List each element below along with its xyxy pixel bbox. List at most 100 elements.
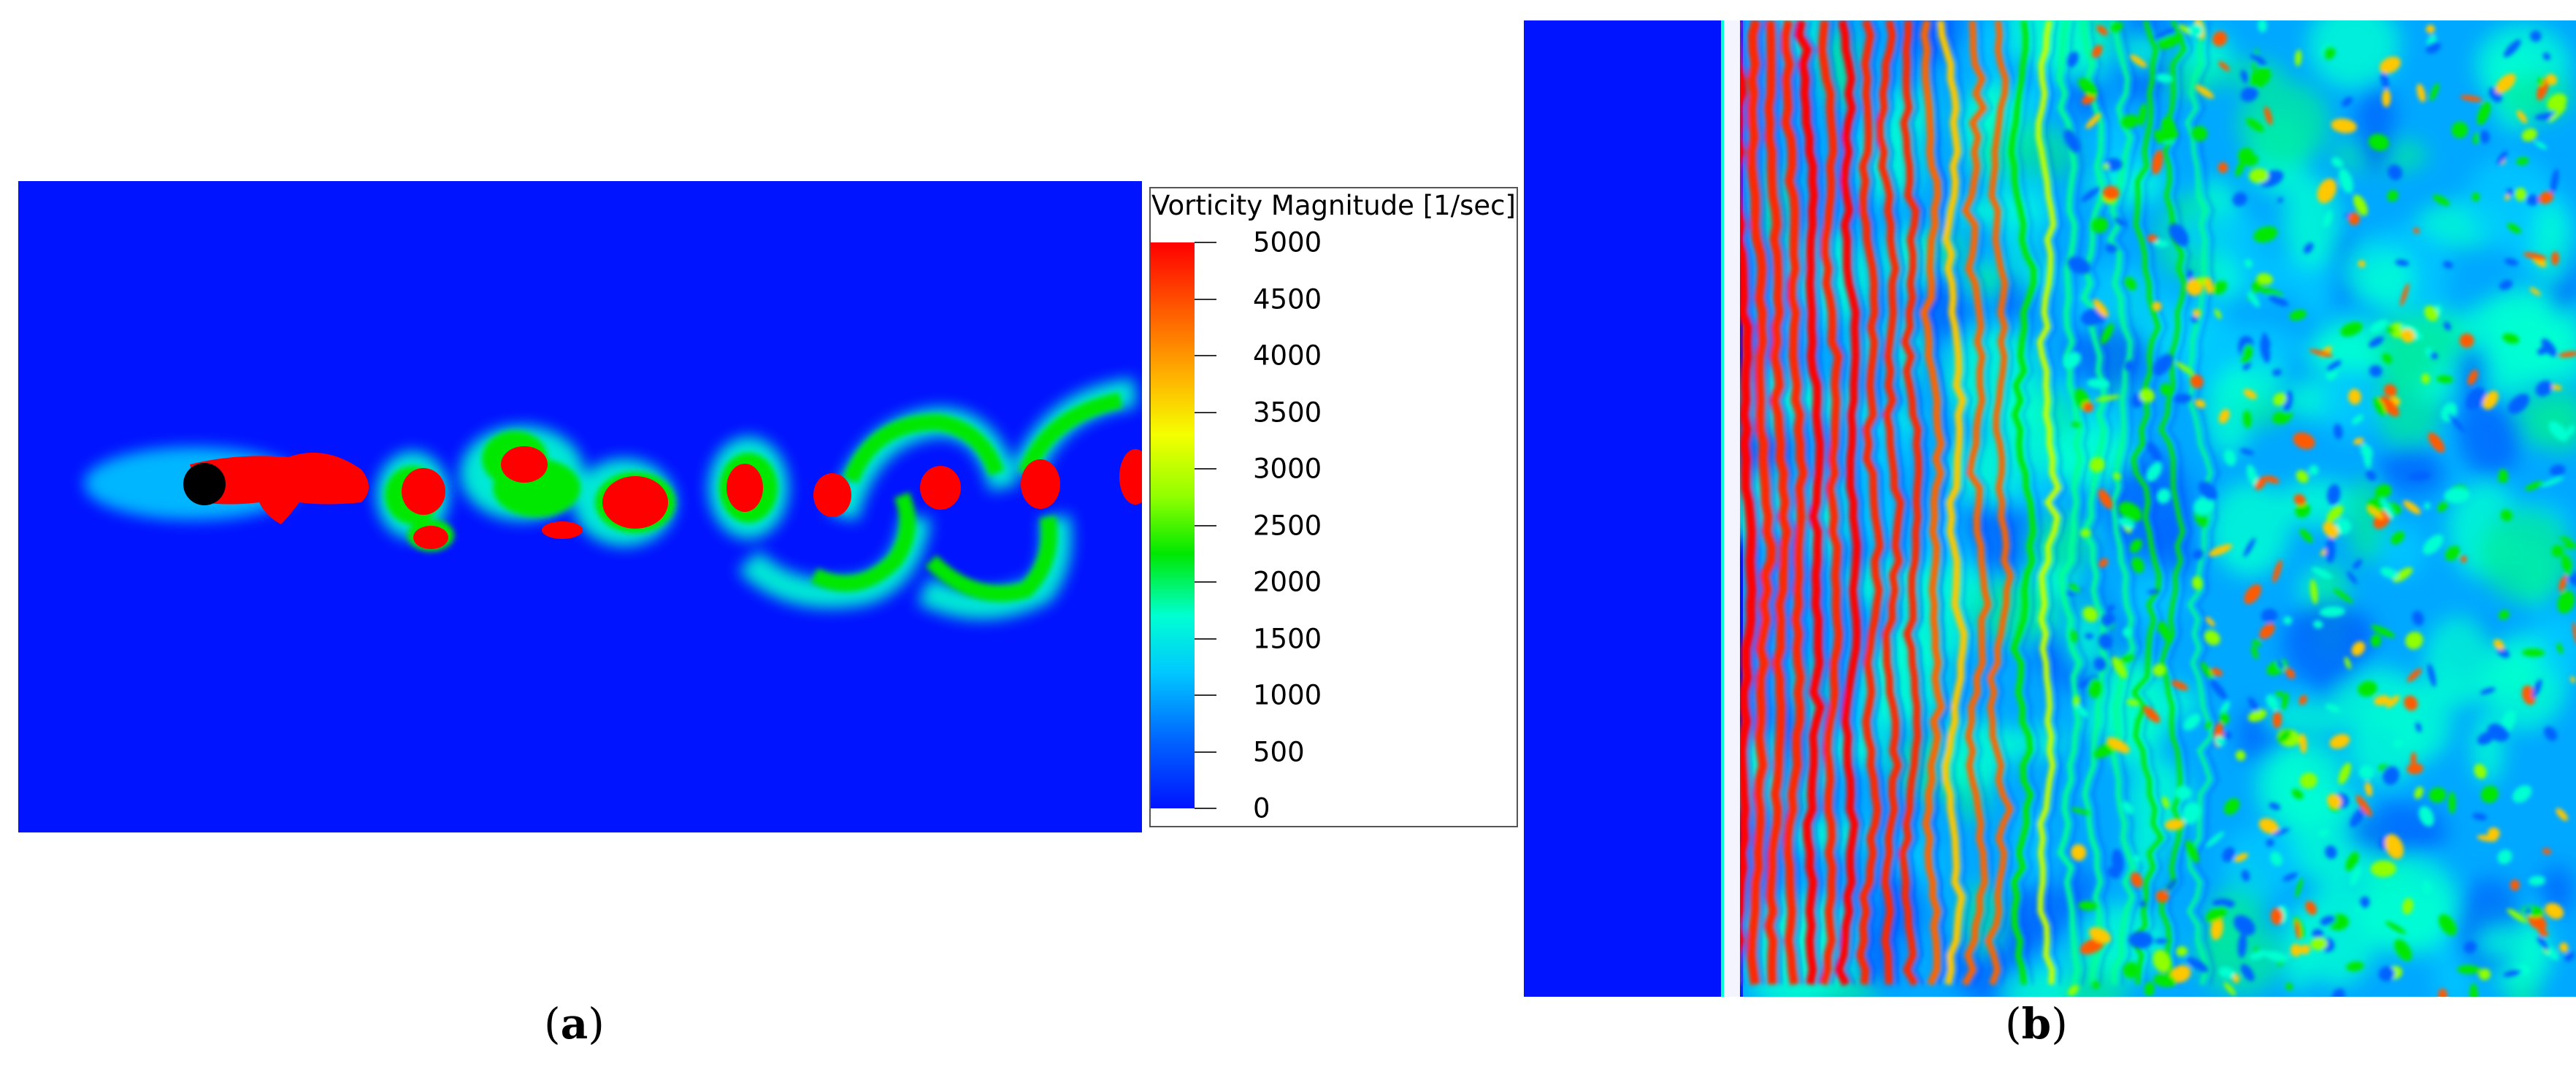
turbulence-spot	[2121, 801, 2134, 814]
turbulence-spot	[2312, 928, 2324, 939]
shock-band	[1876, 20, 1905, 985]
turbulence-spot	[2277, 659, 2284, 670]
turbulence-spot	[2414, 786, 2423, 800]
turbulence-blob	[2320, 367, 2378, 440]
colorbar-tick	[1195, 468, 1216, 470]
turbulence-spot	[2426, 24, 2435, 34]
turbulence-spot	[2240, 69, 2249, 84]
turbulence-spot	[2295, 920, 2301, 940]
turbulence-spot	[2374, 695, 2391, 706]
turbulence-spot	[2093, 657, 2107, 671]
turbulence-spot	[2073, 695, 2080, 707]
turbulence-spot	[2153, 664, 2166, 677]
turbulence-spot	[2295, 502, 2311, 518]
turbulence-spot	[2285, 982, 2293, 991]
turbulence-spot	[2300, 944, 2311, 954]
turbulence-spot	[2438, 914, 2457, 936]
turbulence-spot	[2353, 194, 2368, 216]
turbulence-spot	[2169, 223, 2189, 247]
turbulence-spot	[2529, 287, 2541, 296]
turbulence-spot	[2493, 639, 2504, 651]
turbulence-spot	[2130, 872, 2143, 888]
turbulence-spot	[2247, 291, 2261, 308]
turbulence-spot	[2380, 396, 2399, 417]
turbulence-spot	[2112, 656, 2128, 679]
turbulence-spot	[2105, 244, 2117, 253]
colorbar-tick-label: 2000	[1253, 566, 1322, 598]
turbulence-spot	[2205, 905, 2228, 922]
colorbar-tick-label: 500	[1253, 736, 1305, 767]
turbulence-spot	[2512, 785, 2532, 803]
turbulence-spot	[2075, 705, 2089, 718]
turbulence-spot	[2516, 157, 2529, 166]
turbulence-spot	[2211, 667, 2223, 676]
turbulence-spot	[2153, 973, 2177, 987]
shock-gap	[2066, 20, 2090, 985]
turbulence-spot	[2444, 487, 2470, 504]
turbulence-spot	[2268, 294, 2289, 307]
turbulence-spot	[2067, 256, 2091, 275]
shock-band	[1834, 20, 1862, 987]
turbulence-spot	[2323, 46, 2336, 60]
turbulence-spot	[2477, 102, 2491, 126]
turbulence-spot	[2255, 476, 2267, 491]
turbulence-spot	[2427, 663, 2437, 687]
turbulence-spot	[2243, 388, 2257, 399]
shock-gap	[1828, 20, 1848, 985]
turbulence-spot	[2421, 373, 2430, 384]
turbulence-spot	[2340, 321, 2363, 337]
turbulence-spot	[2147, 589, 2160, 594]
shock-gap	[1930, 20, 1951, 985]
turbulence-spot	[2391, 531, 2405, 545]
turbulence-spot	[2242, 344, 2253, 361]
shock-band	[1984, 20, 2015, 986]
turbulence-spot	[2153, 129, 2166, 145]
turbulence-spot	[2205, 831, 2225, 848]
turbulence-spot	[2245, 155, 2259, 166]
shock-gap	[1887, 20, 1910, 985]
turbulence-spot	[2479, 130, 2490, 144]
turbulence-spot	[2402, 897, 2414, 915]
turbulence-spot	[2222, 846, 2235, 862]
turbulence-spot	[2154, 240, 2169, 248]
colorbar-gradient	[1151, 242, 1195, 808]
turbulence-spot	[2502, 333, 2520, 344]
turbulence-spot	[2350, 865, 2361, 886]
shock-gap	[1758, 20, 1782, 985]
turbulence-spot	[2380, 567, 2399, 579]
colorbar-tick-label: 3500	[1253, 397, 1322, 428]
turbulence-spot	[2564, 951, 2575, 962]
turbulence-spot	[2461, 555, 2467, 563]
turbulence-spot	[2374, 484, 2391, 499]
shock-band	[2035, 20, 2062, 985]
turbulence-spot	[2404, 695, 2418, 711]
turbulence-spot	[2124, 277, 2137, 291]
turbulence-spot	[2359, 896, 2370, 908]
shock-gap	[2139, 20, 2171, 985]
turbulence-spot	[2173, 393, 2192, 404]
turbulence-spot	[2117, 518, 2136, 529]
turbulence-spot	[2558, 351, 2576, 358]
turbulence-spot	[2156, 489, 2171, 504]
colorbar-tick-label: 2500	[1253, 510, 1322, 541]
turbulence-spot	[2507, 908, 2527, 923]
turbulence-spot	[2174, 786, 2192, 800]
turbulence-spot	[2540, 477, 2564, 487]
turbulence-spot	[2351, 641, 2366, 656]
turbulence-spot	[2422, 880, 2432, 895]
turbulence-spot	[2326, 505, 2344, 523]
turbulence-spot	[2096, 25, 2108, 36]
turbulence-spot	[2153, 949, 2171, 973]
turbulence-spot	[2223, 982, 2236, 996]
turbulence-spot	[2495, 73, 2516, 93]
turbulence-spot	[2139, 900, 2147, 908]
turbulence-spot	[2353, 559, 2362, 570]
turbulence-spot	[2525, 480, 2544, 491]
shock-band	[2080, 20, 2109, 985]
turbulence-spot	[2098, 489, 2113, 509]
turbulence-spot	[2274, 691, 2284, 697]
turbulence-spot	[2081, 187, 2100, 202]
colorbar-tick-label: 3000	[1253, 453, 1322, 485]
turbulence-spot	[2102, 163, 2109, 170]
turbulence-spot	[2570, 675, 2576, 683]
